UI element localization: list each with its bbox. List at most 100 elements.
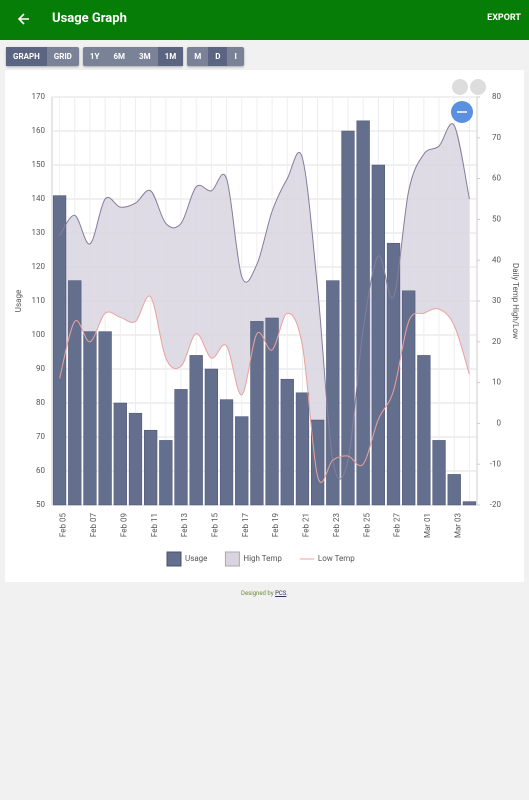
toolbar-button[interactable]: 3M: [139, 52, 151, 61]
bar: [174, 389, 188, 506]
bar: [144, 429, 158, 506]
bar: [204, 368, 218, 506]
chart-card: 50 60 70 80 90 100 110 120 130 140 150 160 170 -20 -10…: [5, 70, 524, 582]
y-tick-label: 160: [32, 126, 46, 135]
bar: [295, 392, 310, 506]
toolbar-button[interactable]: M: [194, 52, 202, 61]
x-tick-label: Feb 23: [332, 513, 341, 537]
y-tick-label: 70: [36, 432, 45, 441]
app-bar: Usage Graph EXPORT: [0, 0, 529, 40]
x-tick-label: Feb 17: [241, 513, 250, 538]
bar: [68, 280, 82, 506]
button-group: GRAPH GRID: [6, 47, 79, 66]
bar: [311, 419, 325, 506]
y-tick-label: 90: [36, 364, 45, 373]
button-group: 1Y 6M 3M 1M: [82, 47, 184, 66]
high-temp-line: [59, 123, 470, 480]
y-axis-label: Usage: [14, 290, 23, 312]
toolbar-button[interactable]: GRAPH: [6, 47, 47, 66]
bar: [356, 120, 370, 506]
y2-tick-label: 80: [492, 92, 501, 101]
bar: [159, 440, 173, 506]
x-tick-label: Feb 19: [271, 513, 280, 537]
legend-label: Low Temp: [318, 554, 355, 563]
y2-axis-label: Daily Temp High/Low: [511, 263, 520, 339]
x-tick-label: Feb 15: [210, 513, 219, 538]
bar: [417, 355, 431, 506]
bar: [52, 195, 67, 506]
x-tick-label: Feb 05: [59, 513, 68, 538]
bar: [341, 130, 355, 506]
footer-link[interactable]: PCS: [275, 590, 287, 597]
y-tick-label: 110: [32, 296, 46, 305]
bar: [462, 501, 477, 506]
footer: Designed by PCS.: [0, 590, 529, 597]
bar: [280, 378, 294, 506]
back-button[interactable]: [14, 9, 34, 29]
y2-tick-label: 0: [497, 419, 502, 428]
y2-tick-label: 40: [492, 255, 501, 264]
x-tick-label: Mar 03: [453, 513, 462, 538]
legend-swatch: [166, 551, 182, 567]
zoom-handle[interactable]: [452, 79, 468, 95]
y2-tick-label: 60: [492, 174, 501, 183]
bar: [447, 474, 461, 506]
app-title: Usage Graph: [52, 11, 127, 26]
zoom-handle[interactable]: [470, 79, 486, 95]
low-temp-line: [59, 295, 470, 483]
legend-label: High Temp: [243, 554, 282, 563]
bar: [113, 402, 127, 506]
chart: 5060708090100110120130140150160170-20-10…: [14, 79, 520, 567]
footer-text: .: [286, 590, 288, 597]
x-tick-label: Feb 07: [89, 513, 98, 538]
toolbar-button[interactable]: GRID: [53, 52, 72, 61]
bar: [386, 242, 401, 506]
toolbar-button[interactable]: 6M: [113, 52, 126, 61]
legend-label: Usage: [185, 554, 207, 563]
y-tick-label: 170: [32, 92, 46, 101]
toolbar-button[interactable]: 1Y: [89, 52, 100, 61]
bar: [250, 321, 264, 506]
y-tick-label: 80: [36, 398, 45, 407]
y-tick-label: 120: [32, 262, 46, 271]
legend-swatch: [224, 551, 240, 567]
toolbar-button[interactable]: 1M: [157, 47, 184, 66]
bar: [189, 355, 203, 506]
y2-tick-label: 30: [492, 296, 501, 305]
plot: 5060708090100110120130140150160170-20-10…: [14, 92, 520, 567]
toolbar-button[interactable]: D: [208, 47, 228, 66]
bar: [432, 440, 446, 506]
y-tick-label: 130: [32, 228, 46, 237]
y2-tick-label: -10: [490, 459, 502, 468]
y-tick-label: 140: [32, 194, 46, 203]
y-tick-label: 50: [36, 500, 45, 509]
bar: [402, 290, 416, 506]
bar: [219, 399, 234, 506]
y2-tick-label: 10: [492, 378, 501, 387]
x-tick-label: Mar 01: [423, 513, 432, 538]
footer-text: Designed by: [241, 590, 274, 597]
toolbar: GRAPH GRID 1Y 6M 3M 1M M D I: [6, 47, 244, 66]
bar: [83, 331, 97, 506]
x-tick-label: Feb 25: [362, 513, 371, 538]
x-tick-label: Feb 27: [393, 513, 402, 538]
y2-tick-label: -20: [490, 500, 502, 509]
y2-tick-label: 50: [492, 215, 501, 224]
x-tick-label: Feb 09: [119, 513, 128, 537]
y-tick-label: 150: [32, 160, 46, 169]
bar: [265, 317, 279, 506]
y-tick-label: 60: [36, 466, 45, 475]
y2-tick-label: 70: [492, 133, 501, 142]
y2-tick-label: 20: [492, 337, 501, 346]
export-button[interactable]: EXPORT: [487, 13, 521, 23]
bar: [326, 280, 340, 506]
x-tick-label: Feb 13: [180, 513, 189, 537]
bar: [128, 412, 143, 506]
x-tick-label: Feb 11: [150, 513, 159, 537]
x-tick-label: Feb 21: [302, 513, 311, 537]
toolbar-button[interactable]: I: [234, 52, 237, 61]
bar: [235, 416, 249, 506]
bar: [98, 331, 112, 506]
